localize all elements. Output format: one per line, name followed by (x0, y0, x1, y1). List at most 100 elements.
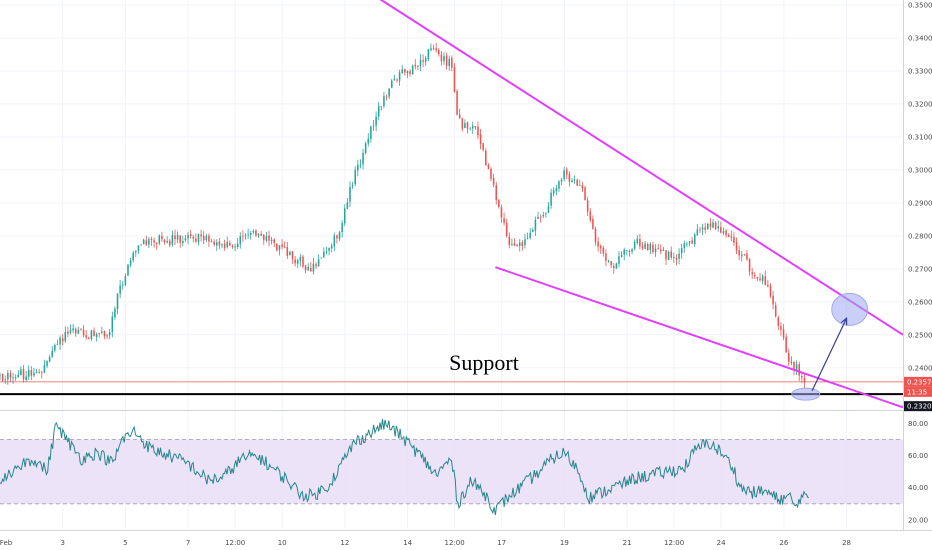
candle-body (803, 377, 806, 383)
candle-body (268, 235, 270, 241)
last-price-badge[interactable]: 0.23573 (904, 376, 932, 387)
time-tick-label: 5 (123, 539, 127, 547)
candle-body (547, 206, 550, 213)
candle-body (336, 235, 338, 239)
candle-body (35, 371, 38, 373)
rsi-tick-label: 40.00 (908, 484, 928, 492)
candle-body (221, 244, 223, 246)
candle-body (7, 373, 9, 380)
candle-body (550, 192, 552, 206)
candle-body (605, 253, 607, 261)
candle-body (461, 118, 464, 129)
candle-body (393, 78, 396, 81)
candle-body (573, 179, 576, 181)
candle-body (456, 91, 458, 115)
candle-body (555, 188, 558, 192)
support-price-badge-bg (904, 401, 932, 412)
candle-body (740, 254, 743, 257)
candle-body (132, 252, 134, 261)
candle-body (286, 247, 289, 256)
candle-body (445, 55, 448, 66)
candle-body (487, 164, 490, 169)
candle-body (787, 352, 790, 362)
support-highlight-ellipse[interactable] (791, 387, 821, 401)
candle-body (641, 245, 644, 249)
lower-trendline[interactable] (495, 266, 904, 409)
candle-body (435, 48, 437, 51)
candle-body (597, 241, 599, 247)
candle-body (414, 64, 417, 67)
candle-body (628, 251, 631, 253)
candle-body (508, 236, 511, 245)
candle-body (388, 88, 390, 97)
candle-body (249, 232, 252, 235)
candle-body (526, 238, 529, 240)
candle-body (0, 374, 1, 376)
candle-body (513, 243, 516, 246)
support-label[interactable]: Support (449, 350, 519, 375)
time-axis[interactable]: Feb 3 5 7 12:00 10 12 14 12:00 17 19 21 12:00 24 26 28 (0, 539, 851, 547)
candle-body (349, 187, 351, 202)
candle-body (746, 253, 748, 260)
candle-body (443, 56, 445, 62)
candle-body (343, 208, 346, 224)
candle-body (95, 333, 98, 337)
candle-body (367, 138, 370, 144)
candle-body (430, 48, 432, 51)
candle-body (594, 228, 597, 243)
candle-body (795, 364, 798, 372)
candle-body (751, 272, 753, 275)
time-tick-label: 12:00 (664, 539, 684, 547)
time-tick-label: 10 (278, 539, 287, 547)
candle-body (469, 128, 471, 130)
candle-body (244, 235, 247, 237)
rsi-line (0, 418, 810, 516)
candle-body (654, 248, 657, 252)
candle-body (683, 243, 686, 249)
candle-body (464, 123, 466, 129)
candle-body (359, 164, 362, 166)
candle-body (90, 330, 93, 340)
candle-body (707, 224, 709, 230)
support-price-badge[interactable]: 0.23200 (904, 401, 932, 412)
projection-arrow[interactable] (811, 318, 848, 392)
candle-body (299, 256, 302, 261)
candle-body (565, 169, 568, 175)
candle-body (599, 245, 602, 249)
candle-body (437, 50, 440, 55)
candle-body (278, 245, 281, 250)
candle-body (532, 229, 534, 232)
target-highlight-ellipse[interactable] (831, 292, 869, 326)
candle-body (354, 169, 356, 185)
candle-body (691, 240, 693, 244)
candle-body (325, 251, 328, 253)
countdown-badge[interactable]: 11:35 (904, 386, 932, 397)
candle-body (239, 236, 242, 244)
candle-body (121, 284, 124, 286)
upper-trendline[interactable] (376, 0, 904, 336)
candle-body (633, 241, 636, 249)
candle-body (341, 222, 343, 232)
candle-body (385, 96, 388, 98)
candle-body (208, 235, 210, 242)
candle-body (477, 126, 479, 136)
candle-body (61, 338, 64, 342)
candle-body (189, 234, 192, 236)
candle-body (265, 235, 268, 241)
candle-body (20, 369, 22, 376)
rsi-axis[interactable]: 80.00 60.00 40.00 20.00 (908, 420, 928, 525)
candle-body (730, 236, 733, 238)
candle-body (785, 336, 787, 353)
candle-body (41, 371, 43, 373)
candle-body (492, 177, 495, 185)
candle-body (357, 164, 359, 171)
candle-body (524, 239, 526, 246)
candle-body (114, 308, 116, 318)
